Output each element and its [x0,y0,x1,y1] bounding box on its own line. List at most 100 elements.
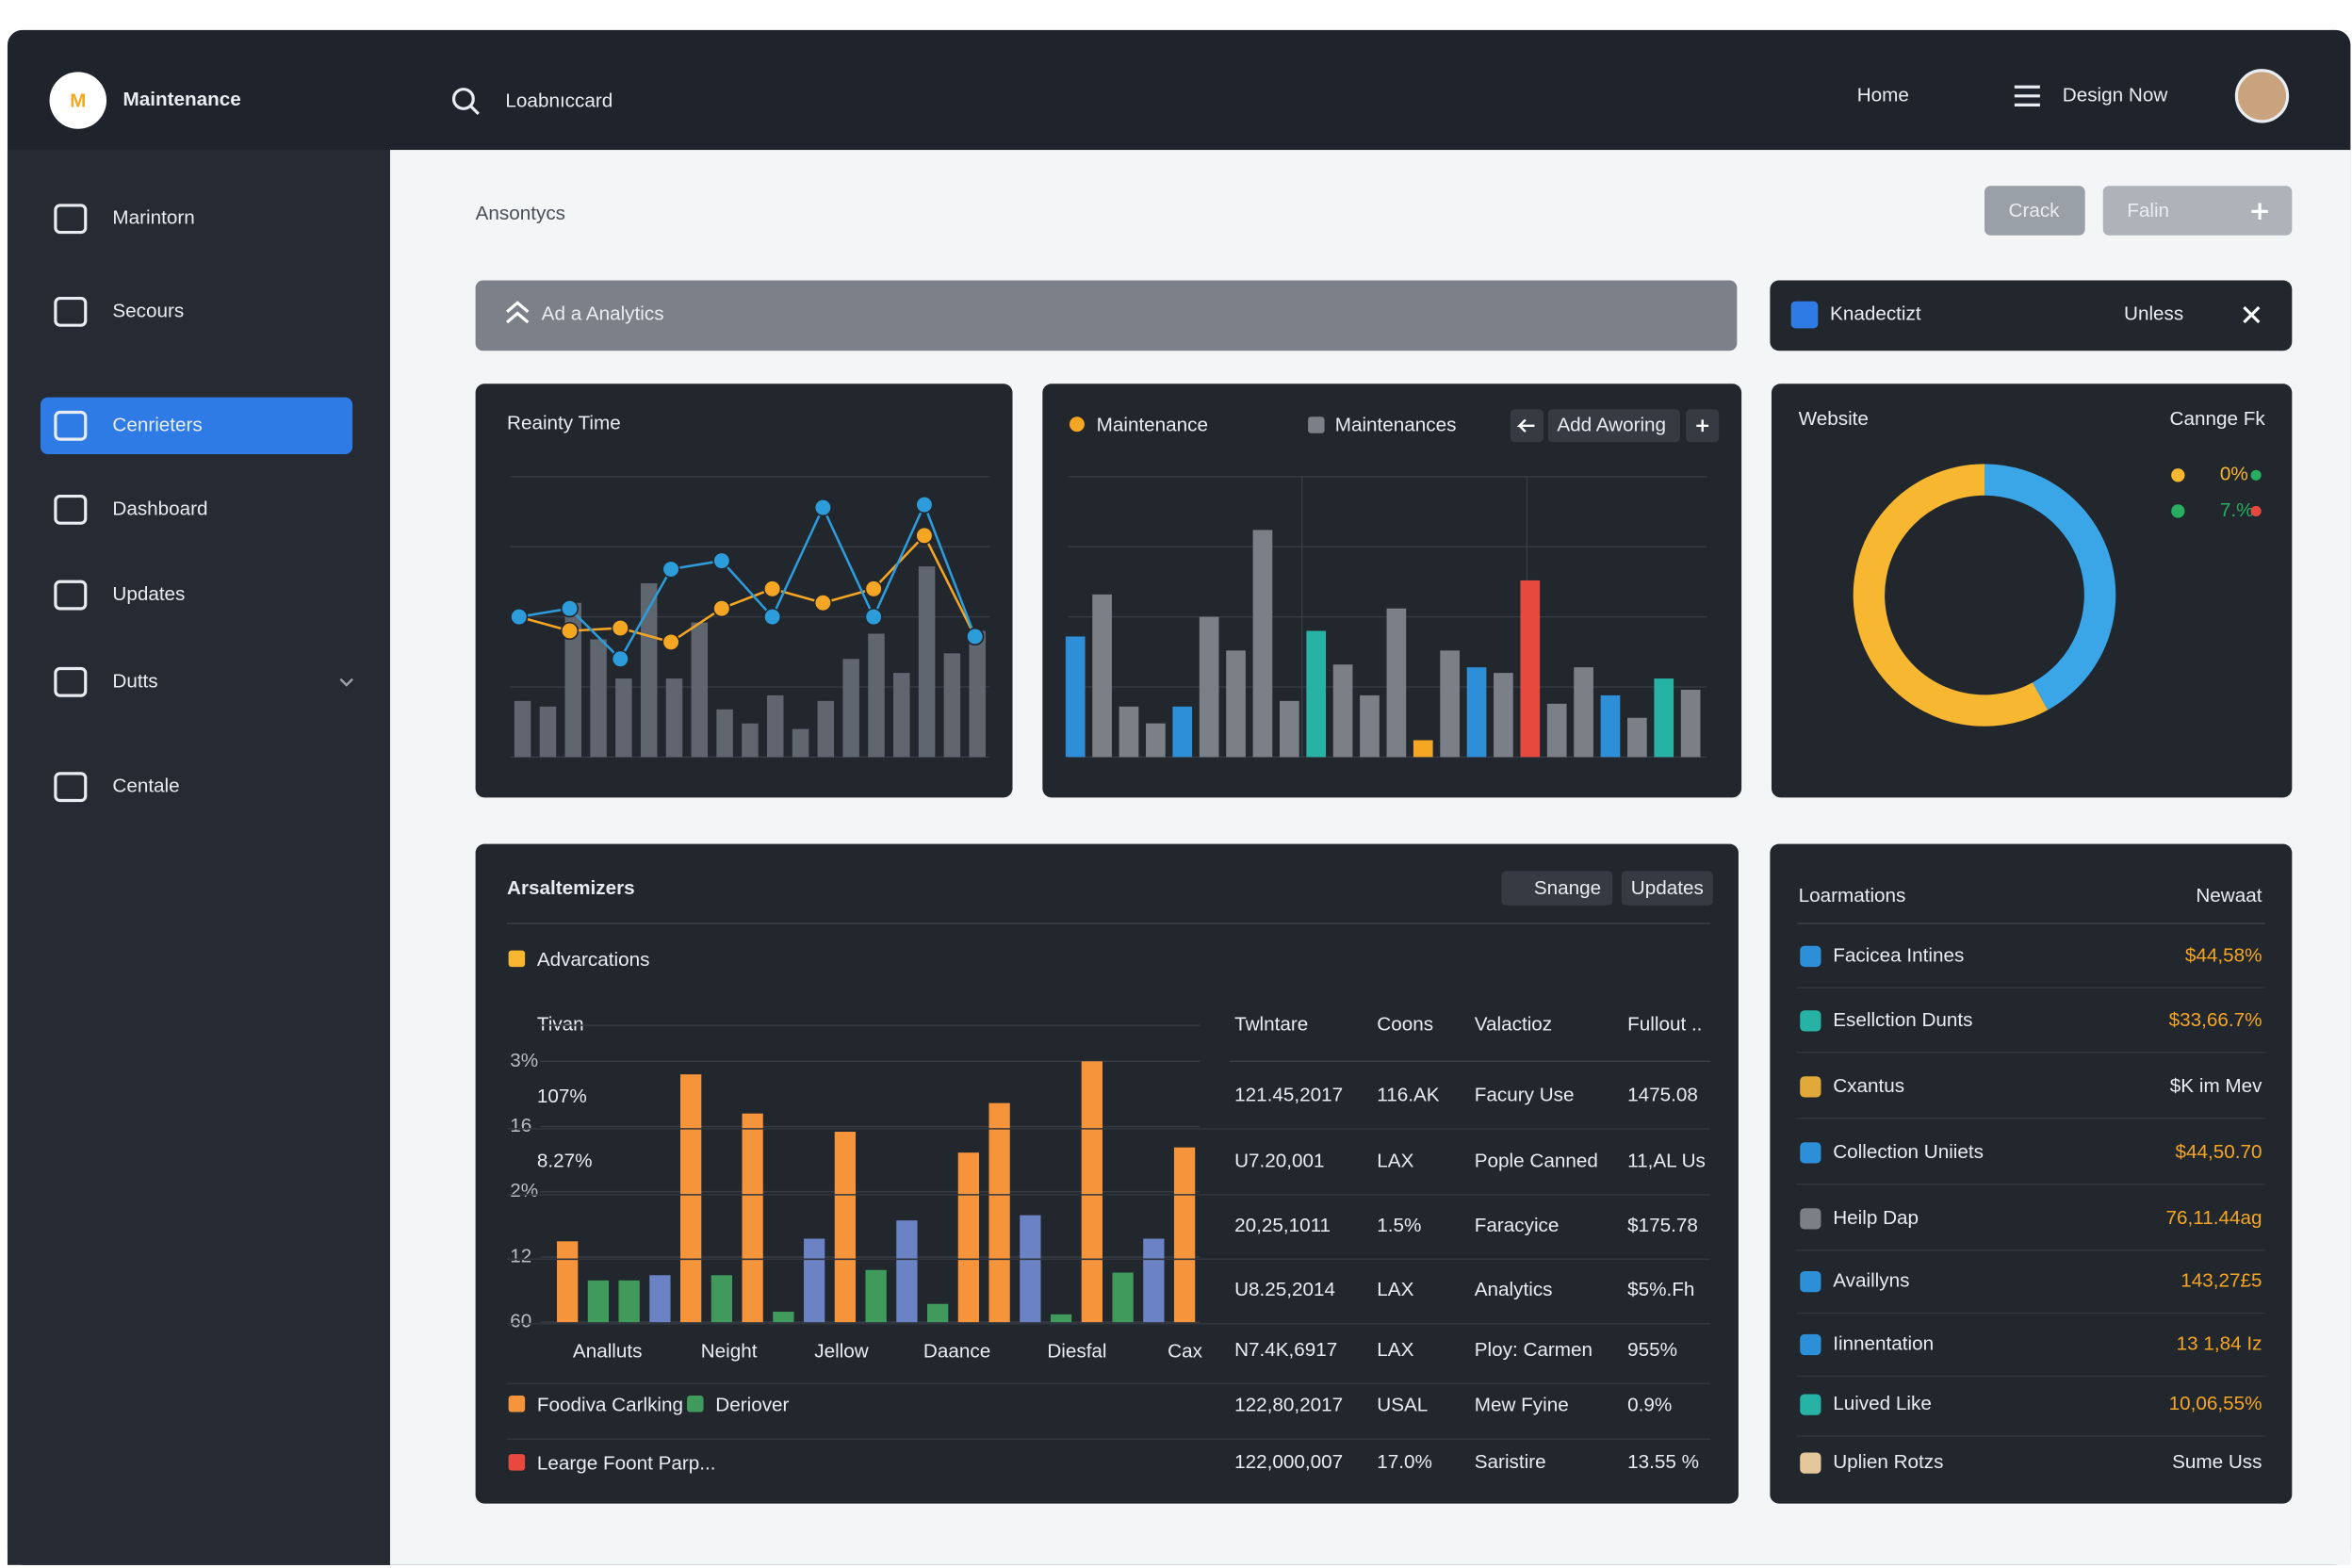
search-icon [451,88,475,110]
list-name[interactable]: Cxantus [1833,1075,1904,1097]
button-label: Add Aworing [1557,414,1666,435]
notice-icon [1790,301,1819,329]
bar [865,1269,887,1323]
list-name[interactable]: Esellction Dunts [1833,1009,1972,1031]
bar [615,678,632,758]
row-label: 107% [537,1086,587,1107]
line-point [611,618,629,638]
donut-segment [1853,464,2049,727]
list-name[interactable]: Luived Like [1833,1393,1932,1414]
bar [834,1132,857,1323]
y-tick-label: 2% [510,1180,538,1201]
sidebar-item[interactable]: Centale [112,776,179,797]
button[interactable] [1547,409,1680,443]
y-tick-label: 60 [510,1311,531,1332]
line-point [611,649,629,668]
notice-action[interactable]: Unless [2124,303,2183,325]
list-value: 76,11.44ag [2166,1207,2262,1229]
bar [1440,650,1460,758]
list-icon [1800,945,1821,968]
search-text[interactable]: Loabnıccard [505,90,612,112]
bar [1226,650,1246,758]
table-cell: 20,25,1011 [1234,1215,1331,1236]
bar [665,678,683,758]
button[interactable] [1984,186,2085,236]
banner-text: Ad a Analytics [542,303,664,325]
bar [1065,636,1086,758]
list-name[interactable]: Uplien Rotzs [1833,1451,1943,1473]
bar [773,1312,794,1323]
sidebar-item[interactable]: Cenrieters [112,414,202,435]
bar [1143,1238,1165,1323]
sidebar-item[interactable]: Dutts [112,670,157,692]
arrow [1516,418,1535,433]
bar [792,728,809,758]
avatar[interactable] [2234,69,2290,123]
donut-segment [1984,464,2116,710]
line-point [864,580,883,598]
table-cell: LAX [1377,1339,1413,1361]
table-header: Twlntare [1234,1014,1308,1036]
bar [918,566,936,758]
legend-swatch [508,950,526,968]
bar [564,602,582,758]
list-name[interactable]: Iinnentation [1833,1332,1934,1354]
table-cell: 122,80,2017 [1234,1395,1343,1416]
y-tick-label: 12 [510,1245,531,1266]
table-cell: Pople Canned [1475,1150,1598,1171]
bar [539,706,557,758]
list-value: $44,58% [2185,944,2262,966]
button[interactable] [1501,871,1613,906]
list-value: 10,06,55% [2169,1393,2262,1414]
bar [680,1074,702,1323]
list-icon [1800,1271,1821,1293]
bar [1306,630,1327,758]
bar [969,630,986,758]
nav-design[interactable]: Design Now [2063,84,2168,106]
bar [1146,723,1166,758]
list-icon [1800,1333,1821,1356]
button[interactable] [1621,871,1713,906]
sidebar-item[interactable]: Dashboard [112,498,207,519]
nav-home[interactable]: Home [1857,84,1909,106]
list-name[interactable]: Collection Uniiets [1833,1141,1984,1163]
table-cell: Saristire [1475,1451,1546,1473]
list-name[interactable]: Facicea Intines [1833,944,1964,966]
line-point [813,498,832,517]
list-name[interactable]: Availlyns [1833,1270,1909,1292]
table-header: Fullout .. [1627,1014,1702,1036]
list-action[interactable]: Newaat [2196,885,2262,906]
x-tick-label: Neight [701,1340,758,1362]
bar [1466,667,1487,758]
banner-icon [506,301,530,324]
close-icon[interactable] [2243,305,2261,324]
bar [1112,1272,1134,1323]
bar [1172,706,1193,758]
table-cell: 13.55 % [1627,1451,1699,1473]
bar [1050,1314,1072,1323]
bar [988,1102,1010,1323]
button[interactable] [2102,186,2293,236]
bar [1279,700,1299,758]
table-cell: 955% [1627,1339,1677,1361]
bar [1654,678,1674,758]
y-tick-label: 3% [510,1050,538,1071]
table-cell: U7.20,001 [1234,1150,1324,1171]
sidebar-item[interactable]: Marintorn [112,207,194,229]
sidebar-item[interactable]: Secours [112,300,184,321]
sidebar-item[interactable]: Updates [112,583,185,605]
list-value: $33,66.7% [2169,1009,2262,1031]
bar [1020,1215,1041,1323]
line-point [560,621,580,641]
x-tick-label: Analluts [573,1340,643,1362]
list-name[interactable]: Heilp Dap [1833,1207,1919,1229]
line-point [662,560,680,579]
bar [1081,1061,1102,1323]
bar [817,700,835,758]
line-point [510,608,529,627]
x-tick-label: Daance [923,1340,990,1362]
chart-title: Arsaltemizers [507,877,635,899]
sidebar-icon [54,410,88,441]
table-cell: LAX [1377,1279,1413,1300]
bar [710,1275,733,1323]
